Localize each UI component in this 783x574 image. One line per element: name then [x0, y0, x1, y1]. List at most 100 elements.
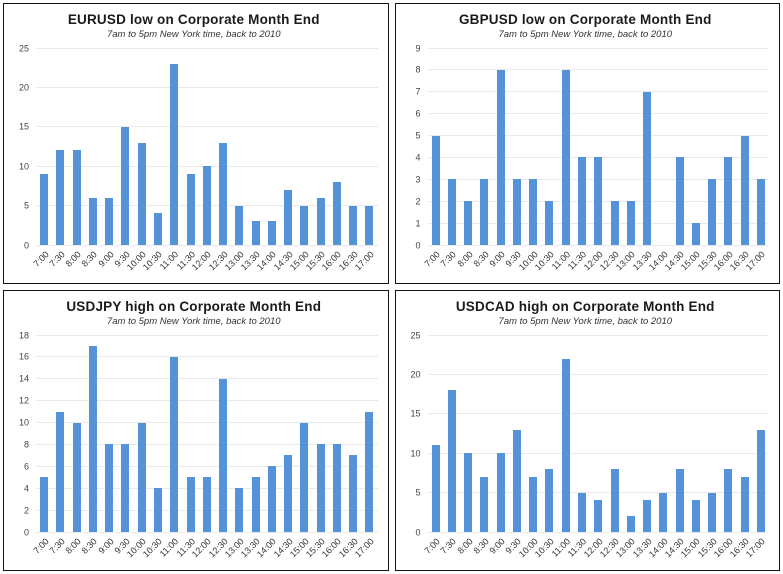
bar-slot: [655, 48, 671, 245]
y-tick-label: 5: [415, 130, 421, 141]
x-axis: 7:00 7:30 8:00 8:30 9:00 9:30 10:00 10:30 11:00 1…: [423, 245, 770, 281]
bar-slot: [704, 48, 720, 245]
bar: [332, 444, 341, 532]
bar-slot: [329, 48, 345, 245]
gridline: [36, 422, 378, 424]
chart-area: 0 5 10 15 20 25: [402, 331, 769, 537]
bar-slot: [345, 335, 361, 532]
bar: [691, 223, 700, 245]
bar: [202, 477, 211, 532]
bar-slot: [704, 335, 720, 532]
y-tick-label: 0: [23, 240, 29, 250]
bar-slot: [558, 335, 574, 532]
chart-subtitle: 7am to 5pm New York time, back to 2010: [498, 316, 673, 327]
gridline: [36, 465, 378, 467]
y-axis: 0 2 4 6 8 10 12 14 16 18: [10, 331, 36, 537]
bar: [365, 411, 374, 532]
y-tick-label: 9: [415, 43, 421, 53]
chart-title: GBPUSD low on Corporate Month End: [458, 12, 712, 27]
bar: [610, 201, 619, 245]
bar: [724, 468, 733, 532]
bar-slot: [134, 335, 150, 532]
bar: [235, 488, 244, 532]
bar-slot: [720, 48, 736, 245]
gridline: [427, 135, 769, 137]
gridline: [36, 443, 378, 445]
x-axis: 7:00 7:30 8:00 8:30 9:00 9:30 10:00 10:30 11:00 1…: [31, 532, 378, 568]
bar-slot: [296, 48, 312, 245]
x-tick-slot: 17:00: [744, 532, 769, 568]
bar-slot: [574, 48, 590, 245]
bar-slot: [655, 335, 671, 532]
bar: [756, 179, 765, 245]
y-tick-label: 15: [18, 121, 29, 132]
y-tick-label: 0: [415, 240, 421, 250]
bar: [105, 197, 114, 245]
bar-slot: [476, 335, 492, 532]
bar: [88, 197, 97, 245]
bar-slot: [541, 48, 557, 245]
y-tick-label: 12: [18, 395, 29, 406]
bar-slot: [36, 335, 52, 532]
bar: [561, 358, 570, 532]
bar-slot: [737, 48, 753, 245]
bar: [267, 466, 276, 532]
bar: [284, 455, 293, 532]
bar-slot: [361, 335, 377, 532]
gridline: [36, 531, 378, 533]
bar-slot: [150, 335, 166, 532]
bar-slot: [182, 48, 198, 245]
gridline: [427, 531, 769, 533]
gridline: [36, 126, 378, 128]
bar: [529, 179, 538, 245]
bar: [496, 453, 505, 532]
gridline: [36, 356, 378, 358]
gridline: [427, 244, 769, 246]
bar-slot: [231, 48, 247, 245]
bar-slot: [590, 48, 606, 245]
bar-slot: [69, 335, 85, 532]
gridline: [427, 335, 769, 337]
bar-slot: [753, 48, 769, 245]
bar-slot: [280, 48, 296, 245]
bar: [545, 201, 554, 245]
y-tick-label: 5: [23, 200, 29, 211]
gridline: [427, 69, 769, 71]
y-tick-label: 15: [410, 408, 421, 419]
bar: [578, 157, 587, 245]
y-axis: 0 5 10 15 20 25: [10, 44, 36, 250]
bar-slot: [361, 48, 377, 245]
bars-layer: [36, 48, 378, 245]
bar: [365, 205, 374, 245]
bar: [512, 179, 521, 245]
bar-slot: [493, 48, 509, 245]
bar: [121, 444, 130, 532]
bar: [740, 476, 749, 532]
bar-slot: [247, 335, 263, 532]
y-axis: 0 1 2 3 4 5 6 7 8 9: [402, 44, 428, 250]
bar: [332, 181, 341, 245]
bar-slot: [476, 48, 492, 245]
bar: [88, 345, 97, 532]
bar: [186, 477, 195, 532]
y-tick-label: 4: [415, 152, 421, 163]
y-tick-label: 1: [415, 218, 421, 229]
bar: [72, 422, 81, 532]
bar-slot: [313, 48, 329, 245]
bar: [202, 166, 211, 245]
gridline: [36, 400, 378, 402]
bar: [431, 135, 440, 245]
bar: [219, 378, 228, 532]
bar: [40, 477, 49, 532]
x-axis: 7:00 7:30 8:00 8:30 9:00 9:30 10:00 10:30 11:00 1…: [423, 532, 770, 568]
bar-slot: [345, 48, 361, 245]
bar: [186, 174, 195, 245]
bar-slot: [460, 48, 476, 245]
bar-slot: [101, 48, 117, 245]
gridline: [36, 48, 378, 50]
x-tick-label: 7:00: [31, 536, 51, 556]
bar: [626, 201, 635, 245]
bar-slot: [623, 48, 639, 245]
y-tick-label: 0: [23, 527, 29, 537]
bar-slot: [36, 48, 52, 245]
